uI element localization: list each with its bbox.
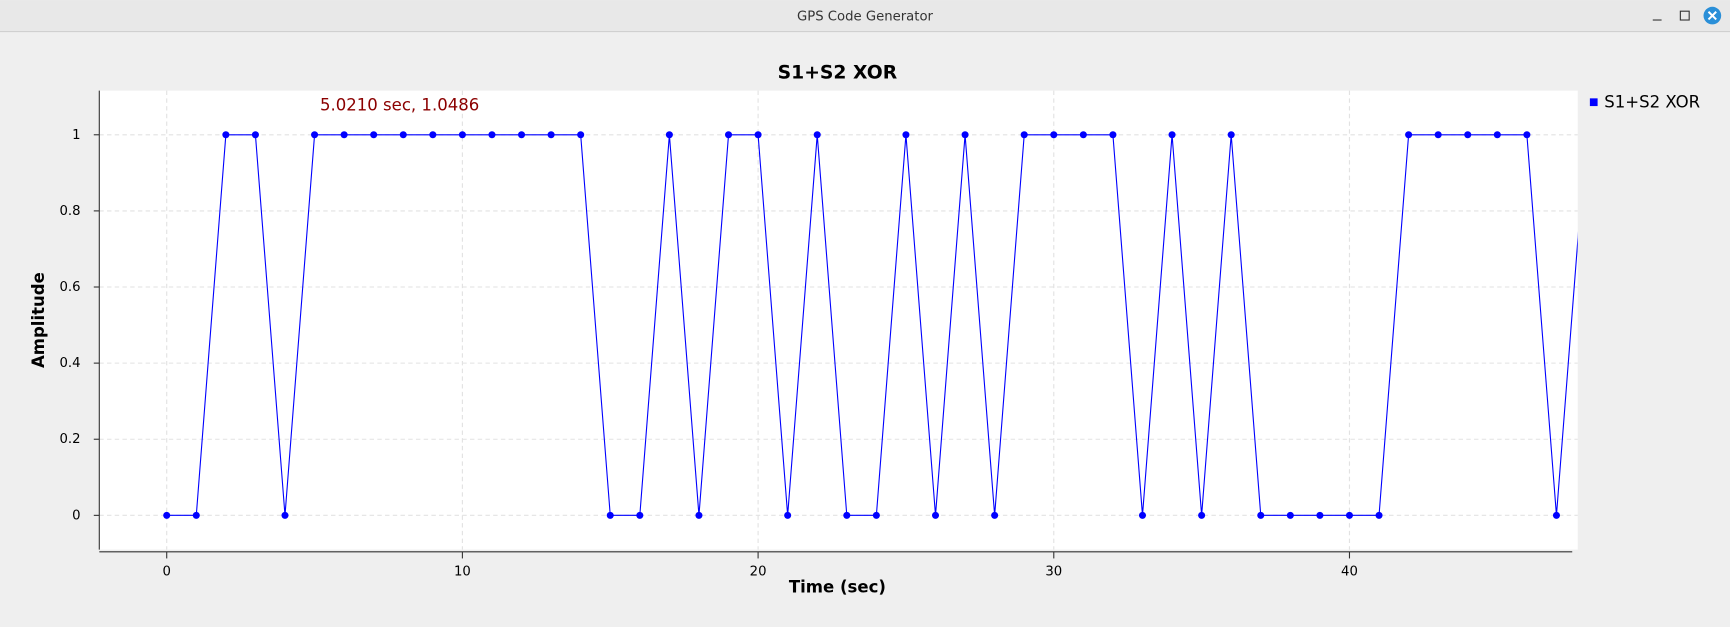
x-tick-label: 30: [1045, 565, 1062, 580]
data-point: [547, 131, 555, 139]
x-tick-label: 20: [750, 565, 767, 580]
data-point: [458, 131, 466, 139]
data-point: [340, 131, 348, 139]
title-bar: [0, 0, 1730, 32]
x-tick-label: 40: [1341, 565, 1358, 580]
y-tick-label: 0.4: [60, 356, 81, 371]
plot-area: [99, 90, 1578, 550]
cursor-annotation: 5.0210 sec, 1.0486: [320, 96, 479, 115]
chart-title: S1+S2 XOR: [778, 62, 898, 83]
x-tick-label: 10: [454, 565, 471, 580]
data-point: [163, 511, 171, 519]
data-point: [1227, 131, 1235, 139]
data-point: [695, 511, 703, 519]
plot-marks: [163, 131, 1578, 519]
data-point: [1345, 511, 1354, 519]
y-tick-label: 0.2: [60, 432, 81, 447]
y-tick-label: 1: [72, 128, 80, 143]
data-point: [251, 131, 259, 139]
data-point: [1316, 511, 1324, 519]
data-point: [1257, 511, 1265, 519]
data-point: [1493, 131, 1501, 139]
y-tick-label: 0.6: [60, 280, 81, 295]
data-point: [784, 511, 792, 519]
data-point: [961, 131, 969, 139]
data-point: [1464, 131, 1472, 139]
data-point: [222, 131, 230, 139]
data-point: [1138, 511, 1147, 519]
data-point: [1434, 131, 1442, 139]
data-point: [518, 131, 526, 139]
data-point: [429, 131, 437, 139]
x-tick-label: 0: [163, 565, 171, 580]
data-point: [1050, 131, 1058, 139]
y-axis-label: Amplitude: [29, 272, 48, 368]
data-point: [636, 511, 644, 519]
data-point: [1405, 131, 1413, 139]
data-point: [1286, 511, 1294, 519]
data-point: [931, 511, 940, 519]
legend-swatch: [1589, 98, 1598, 107]
data-point: [991, 511, 999, 519]
data-point: [1079, 131, 1087, 139]
data-point: [724, 131, 733, 139]
data-point: [192, 511, 200, 519]
x-axis-label: Time (sec): [789, 578, 886, 597]
data-point: [1020, 131, 1028, 139]
data-point: [813, 131, 821, 139]
data-point: [1168, 131, 1176, 139]
data-point: [1375, 511, 1383, 519]
data-point: [370, 131, 378, 139]
data-point: [754, 131, 762, 139]
y-tick-label: 0: [72, 508, 80, 523]
data-point: [311, 131, 319, 139]
window-title: GPS Code Generator: [797, 10, 934, 25]
data-point: [665, 131, 673, 139]
data-point: [902, 131, 910, 139]
close-icon: [1707, 11, 1717, 21]
data-point: [399, 131, 407, 139]
data-point: [872, 511, 880, 519]
data-point: [606, 511, 614, 519]
data-point: [1109, 131, 1117, 139]
legend-label: S1+S2 XOR: [1604, 92, 1700, 111]
data-point: [577, 131, 585, 139]
data-point: [843, 511, 851, 519]
data-point: [1552, 511, 1560, 519]
y-tick-label: 0.8: [60, 204, 81, 219]
maximize-button[interactable]: [1679, 10, 1690, 21]
data-point: [281, 511, 289, 519]
data-point: [1523, 131, 1531, 139]
data-point: [488, 131, 496, 139]
data-point: [1198, 511, 1206, 519]
